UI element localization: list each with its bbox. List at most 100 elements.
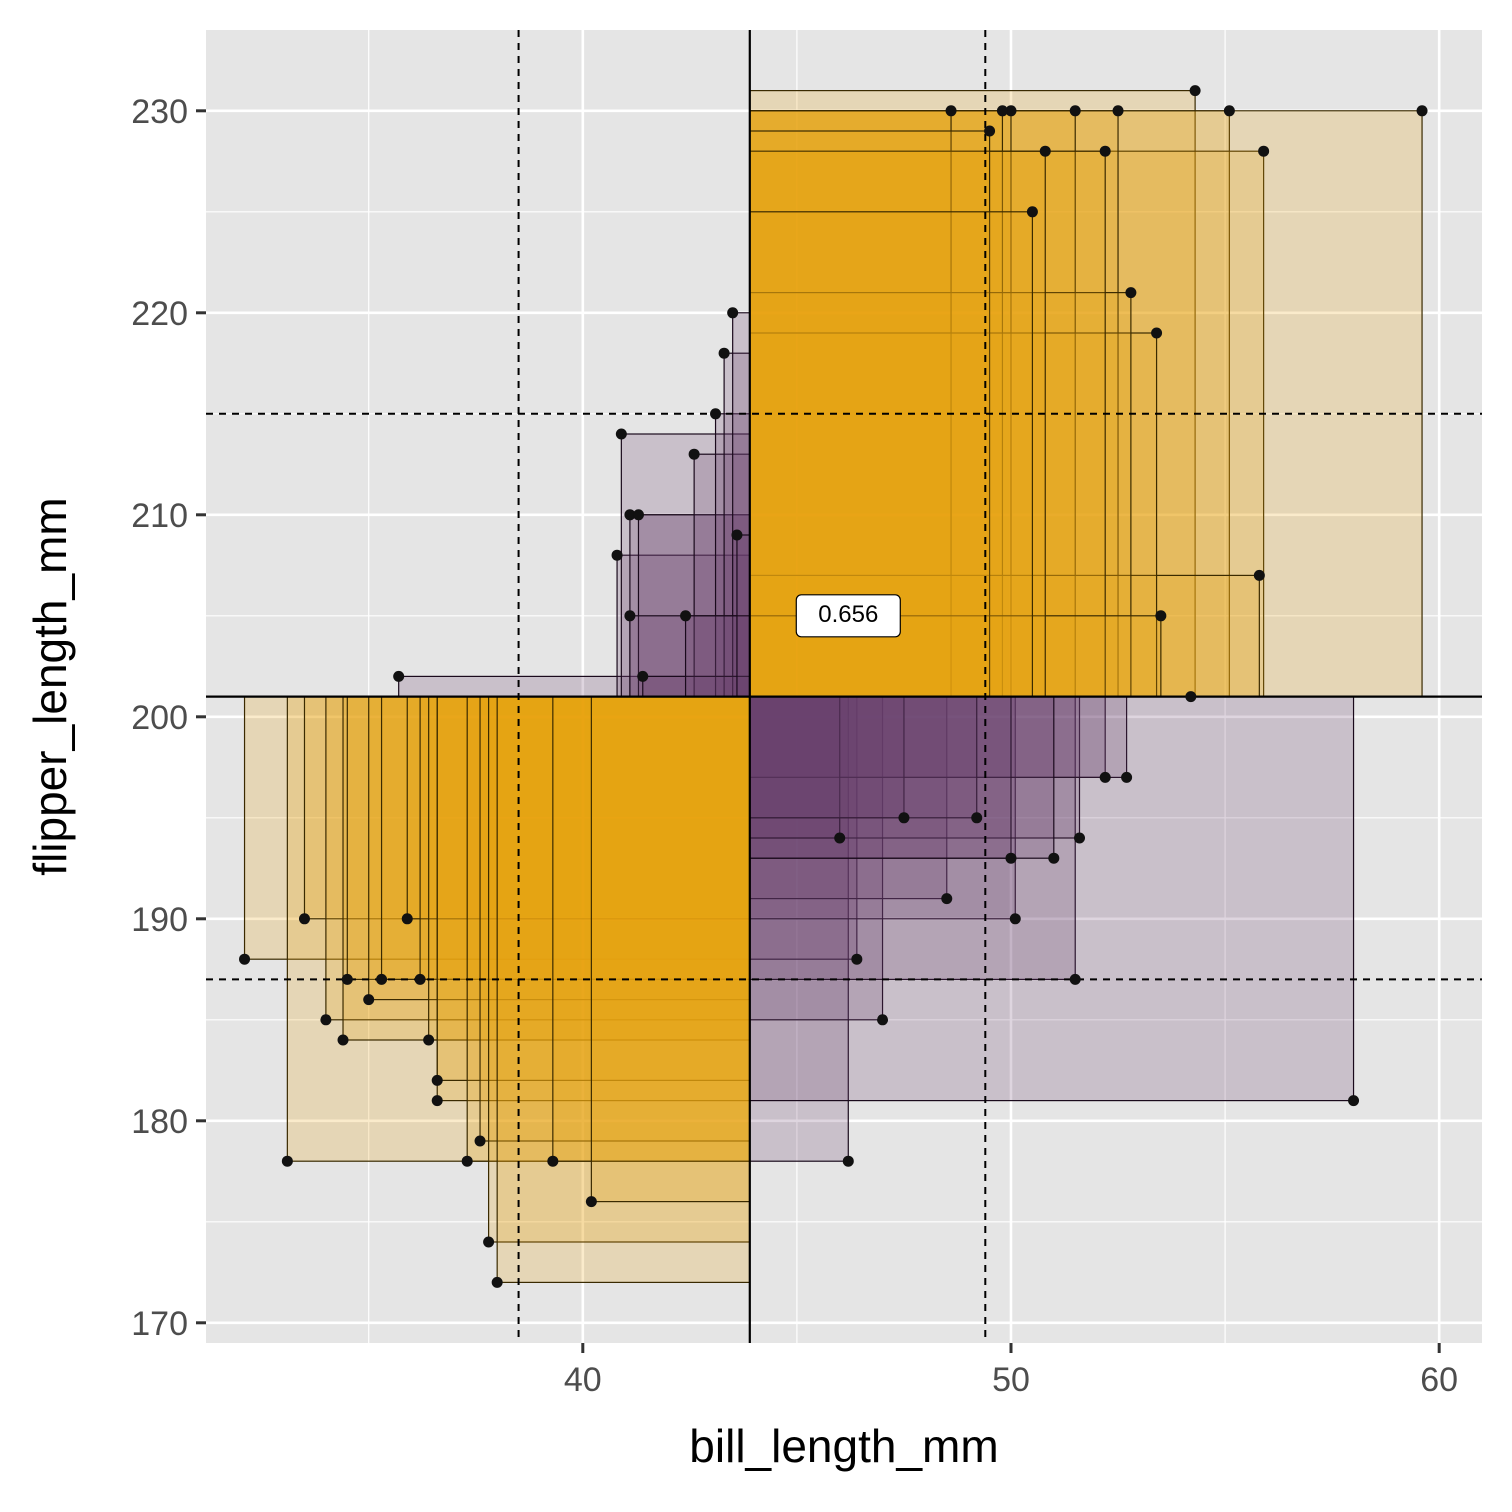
data-point: [945, 105, 957, 117]
negative-deviation-rect: [629, 615, 751, 698]
negative-deviation-rect: [684, 615, 751, 698]
correlation-label: 0.656: [818, 601, 878, 628]
positive-deviation-rect: [479, 695, 751, 1142]
positive-deviation-rect: [368, 695, 751, 1001]
y-tick-label: 230: [131, 93, 188, 131]
data-point: [1026, 206, 1038, 218]
data-point: [1009, 913, 1021, 925]
data-point: [281, 1155, 293, 1167]
positive-deviation-rect: [428, 695, 751, 1041]
data-point: [376, 973, 388, 985]
x-tick-label: 60: [1420, 1361, 1458, 1399]
data-point: [474, 1135, 486, 1147]
data-point: [877, 1014, 889, 1026]
data-point: [718, 347, 730, 359]
positive-deviation-rect: [342, 695, 751, 1041]
data-point: [1121, 771, 1133, 783]
data-point: [984, 125, 996, 137]
data-point: [611, 549, 623, 561]
data-point: [851, 953, 863, 965]
data-points: [239, 85, 1428, 1288]
data-point: [1348, 1095, 1360, 1107]
data-point: [483, 1236, 495, 1248]
data-point: [727, 307, 739, 319]
positive-deviation-rect: [406, 695, 751, 920]
positive-deviation-rect: [590, 695, 751, 1203]
data-point: [1099, 771, 1111, 783]
negative-deviation-rect: [749, 695, 858, 960]
data-point: [731, 529, 743, 541]
data-point: [971, 812, 983, 824]
y-tick-label: 170: [131, 1305, 188, 1343]
positive-deviation-rect: [419, 695, 751, 980]
data-point: [363, 994, 375, 1006]
data-point: [1151, 327, 1163, 339]
data-point: [1155, 610, 1167, 622]
data-point: [996, 105, 1008, 117]
data-point: [632, 509, 644, 521]
data-point: [1189, 85, 1201, 97]
correlation-label-box: [795, 594, 901, 638]
data-point: [1416, 105, 1428, 117]
data-point: [461, 1155, 473, 1167]
data-point: [834, 832, 846, 844]
data-point: [1223, 105, 1235, 117]
data-point: [431, 1074, 443, 1086]
positive-deviation-rect: [436, 695, 751, 1081]
data-point: [393, 670, 405, 682]
data-point: [1112, 105, 1124, 117]
data-point: [842, 1155, 854, 1167]
data-point: [637, 670, 649, 682]
data-point: [1258, 145, 1270, 157]
y-tick-label: 220: [131, 295, 188, 333]
data-point: [320, 1014, 332, 1026]
negative-deviation-rect: [749, 695, 1055, 859]
data-point: [1185, 691, 1197, 703]
data-point: [1005, 105, 1017, 117]
data-point: [414, 973, 426, 985]
data-point: [1048, 852, 1060, 864]
negative-deviation-rect: [749, 695, 1016, 920]
data-point: [341, 973, 353, 985]
positive-deviation-rect: [496, 695, 751, 1283]
data-point: [239, 953, 251, 965]
x-tick-label: 50: [992, 1361, 1030, 1399]
data-point: [1074, 832, 1086, 844]
data-point: [615, 428, 627, 440]
positive-deviation-rect: [346, 695, 751, 980]
data-point: [431, 1095, 443, 1107]
y-tick-label: 200: [131, 699, 188, 737]
positive-deviation-rect: [488, 695, 751, 1243]
data-point: [547, 1155, 559, 1167]
plot-panel: [206, 30, 1482, 1343]
y-axis-title: flipper_length_mm: [24, 497, 76, 875]
positive-deviation-rect: [303, 695, 751, 920]
axes: 40 50 60 170 180 190 200 210 220 230: [131, 93, 1458, 1399]
data-point: [688, 448, 700, 460]
y-tick-label: 180: [131, 1103, 188, 1141]
negative-deviation-rect: [749, 695, 978, 819]
data-point: [401, 913, 413, 925]
positive-deviation-rect: [466, 695, 751, 1162]
data-point: [1005, 852, 1017, 864]
positive-deviation-rect: [552, 695, 751, 1162]
data-point: [423, 1034, 435, 1046]
data-point: [680, 610, 692, 622]
negative-deviation-rect: [749, 695, 1128, 778]
negative-deviation-rect: [749, 695, 1081, 839]
negative-deviation-rect: [749, 695, 841, 839]
negative-deviation-rect: [736, 534, 751, 698]
positive-deviation-rect: [436, 695, 751, 1102]
correlation-label-group: 0.656: [795, 594, 901, 638]
data-point: [898, 812, 910, 824]
x-axis-title: bill_length_mm: [689, 1420, 998, 1472]
data-point: [491, 1276, 503, 1288]
data-point: [1069, 105, 1081, 117]
data-point: [1099, 145, 1111, 157]
negative-deviation-rect: [749, 695, 905, 819]
data-point: [624, 509, 636, 521]
data-point: [624, 610, 636, 622]
data-point: [1069, 973, 1081, 985]
x-tick-label: 40: [564, 1361, 602, 1399]
